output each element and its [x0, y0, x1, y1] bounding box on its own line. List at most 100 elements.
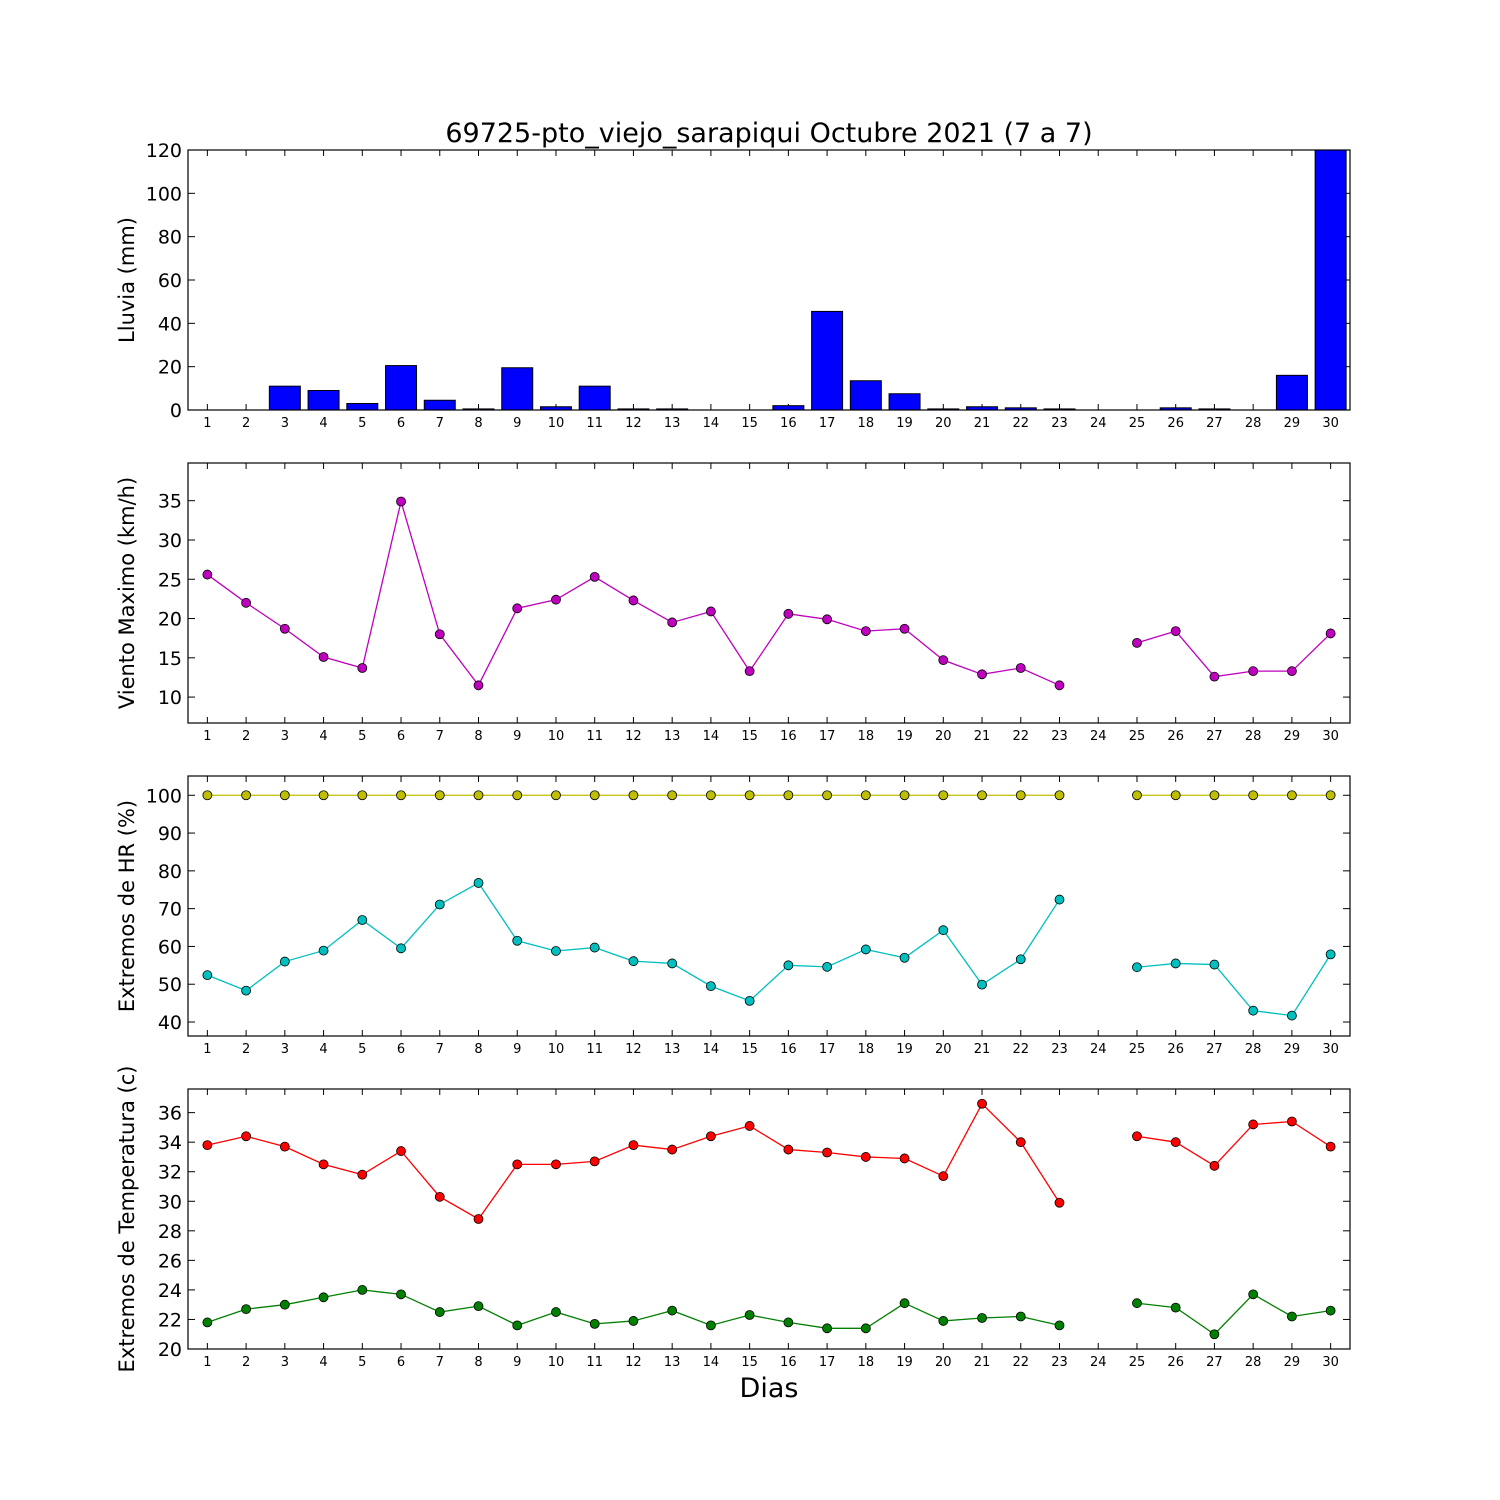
x-tick-label: 12	[625, 729, 642, 744]
data-point	[241, 790, 252, 801]
y-tick-label: 60	[158, 270, 182, 292]
x-tick-label: 29	[1284, 1355, 1301, 1370]
data-point	[860, 944, 871, 955]
x-tick-label: 16	[780, 1042, 797, 1057]
x-tick-label: 17	[819, 1042, 836, 1057]
series-line	[1136, 1120, 1331, 1167]
x-tick-label: 8	[474, 729, 482, 744]
data-point	[628, 595, 639, 606]
rain-bar	[578, 385, 611, 411]
data-point	[512, 603, 523, 614]
data-point	[667, 790, 678, 801]
y-tick-label: 30	[158, 530, 182, 552]
x-tick-label: 27	[1206, 1355, 1223, 1370]
data-point	[977, 979, 987, 990]
data-point	[1132, 1298, 1142, 1309]
data-point	[1170, 626, 1181, 636]
data-point	[279, 956, 290, 967]
x-tick-label: 11	[586, 1042, 603, 1057]
x-tick-label: 12	[625, 416, 642, 431]
rain-bar	[1314, 149, 1347, 411]
x-tick-label: 7	[436, 729, 444, 744]
data-point	[434, 790, 445, 801]
data-point	[977, 1098, 987, 1109]
data-point	[706, 790, 716, 801]
rain-bar	[346, 403, 379, 411]
x-tick-label: 4	[319, 1042, 327, 1057]
x-tick-label: 30	[1322, 1042, 1339, 1057]
x-tick-label: 22	[1012, 729, 1029, 744]
data-point	[938, 925, 949, 936]
data-point	[744, 995, 755, 1006]
data-point	[241, 597, 252, 608]
rain-bar	[888, 393, 921, 411]
data-point	[783, 608, 794, 619]
data-point	[357, 1169, 368, 1180]
x-tick-label: 10	[548, 1355, 565, 1370]
x-tick-label: 10	[548, 729, 565, 744]
data-point	[1054, 1320, 1065, 1331]
data-point	[1209, 1160, 1220, 1171]
data-point	[628, 956, 639, 967]
x-tick-label: 8	[474, 1355, 482, 1370]
y-axis-label: Extremos de Temperatura (c)	[115, 1066, 139, 1373]
y-tick-label: 60	[158, 936, 182, 958]
x-tick-label: 18	[858, 1355, 875, 1370]
x-tick-label: 21	[974, 416, 991, 431]
panel-1: 1 2 3 4 5 6 7 8 9 10 11 12 13 14 15 16 17 18 19 20 21 22 23 24 2…	[115, 140, 1351, 431]
x-tick-label: 13	[664, 1042, 681, 1057]
x-tick-label: 4	[319, 416, 327, 431]
data-point	[783, 1317, 794, 1328]
x-tick-label: 3	[281, 1042, 289, 1057]
data-point	[1015, 663, 1026, 673]
series-line	[207, 882, 1061, 1002]
data-point	[1325, 628, 1336, 639]
x-tick-label: 4	[319, 1355, 327, 1370]
data-point	[589, 942, 600, 953]
x-tick-label: 1	[203, 1042, 211, 1057]
data-point	[1325, 1141, 1336, 1152]
x-tick-label: 16	[780, 729, 797, 744]
data-point	[706, 1131, 716, 1142]
x-tick-label: 19	[896, 729, 913, 744]
y-tick-label: 40	[158, 313, 182, 335]
x-tick-label: 4	[319, 729, 327, 744]
x-tick-label: 20	[935, 416, 952, 431]
data-point	[667, 617, 678, 628]
x-tick-label: 8	[474, 416, 482, 431]
x-tick-label: 27	[1206, 416, 1223, 431]
panel-4: 1 2 3 4 5 6 7 8 9 10 11 12 13 14 15 16 17 18 19 20 21 22 23 24 2…	[115, 1066, 1351, 1373]
x-tick-label: 20	[935, 1042, 952, 1057]
data-point	[977, 1313, 987, 1323]
data-point	[667, 1144, 678, 1155]
data-point	[318, 945, 329, 956]
data-point	[938, 1171, 949, 1182]
rain-bar	[423, 399, 456, 411]
data-point	[512, 1159, 523, 1170]
data-point	[396, 1146, 406, 1156]
data-point	[279, 790, 290, 801]
data-point	[667, 1305, 678, 1316]
x-tick-label: 18	[858, 729, 875, 744]
data-point	[822, 1323, 832, 1334]
data-point	[396, 790, 406, 801]
data-point	[318, 1159, 329, 1170]
x-tick-label: 10	[548, 1042, 565, 1057]
x-tick-label: 28	[1245, 729, 1262, 744]
x-tick-label: 17	[819, 416, 836, 431]
data-point	[318, 790, 329, 801]
data-point	[1054, 894, 1065, 905]
y-tick-label: 100	[146, 785, 182, 807]
x-tick-label: 23	[1051, 1355, 1068, 1370]
x-tick-label: 11	[586, 1355, 603, 1370]
x-tick-label: 21	[974, 729, 991, 744]
y-tick-label: 34	[158, 1132, 182, 1154]
data-point	[589, 1318, 600, 1329]
data-point	[977, 669, 987, 680]
data-point	[783, 790, 794, 801]
rain-bar	[1275, 374, 1308, 411]
x-tick-label: 2	[242, 1042, 250, 1057]
data-point	[822, 1147, 832, 1158]
data-point	[1015, 954, 1026, 965]
x-tick-label: 26	[1167, 416, 1184, 431]
